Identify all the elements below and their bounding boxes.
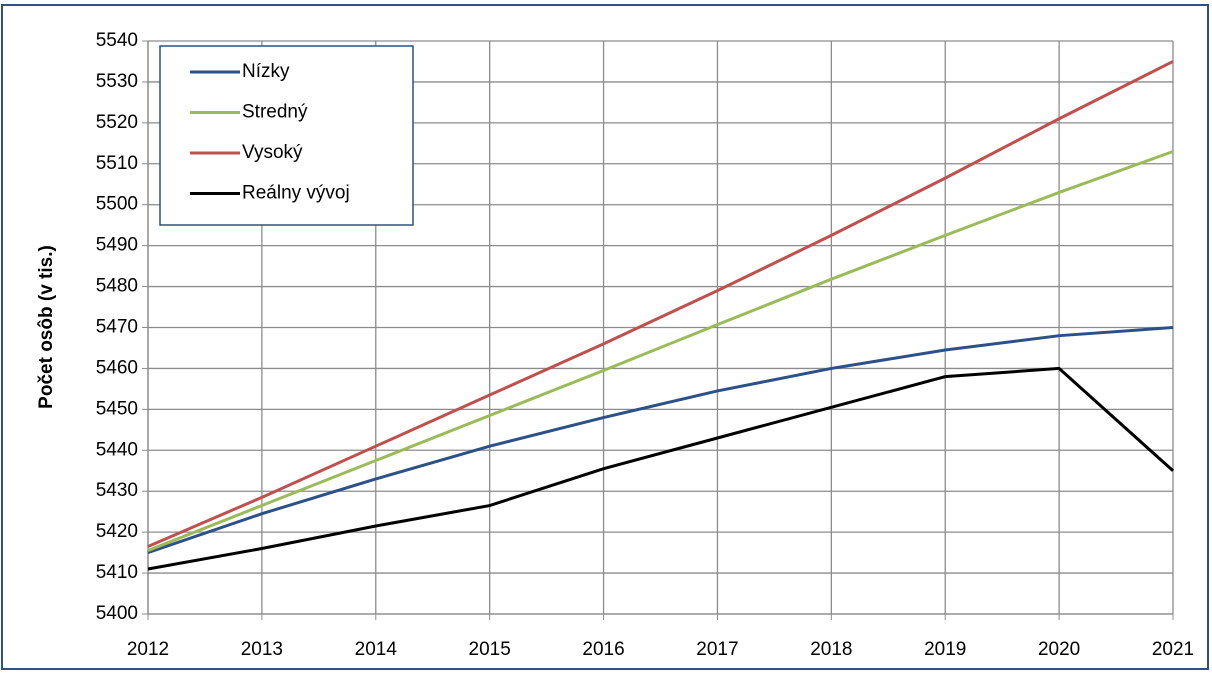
y-tick-label: 5450 bbox=[96, 398, 138, 419]
series-line bbox=[147, 60, 1174, 548]
x-tick-label: 2020 bbox=[1038, 639, 1080, 660]
legend-label: Stredný bbox=[242, 102, 308, 123]
x-tick-label: 2017 bbox=[696, 639, 738, 660]
y-tick-label: 5520 bbox=[96, 112, 138, 133]
y-tick-label: 5480 bbox=[96, 276, 138, 297]
y-tick-label: 5490 bbox=[96, 235, 138, 256]
y-tick-label: 5430 bbox=[96, 480, 138, 501]
x-tick-label: 2019 bbox=[924, 639, 966, 660]
x-tick-label: 2012 bbox=[127, 639, 169, 660]
y-tick-label: 5400 bbox=[96, 603, 138, 624]
legend-label: Reálny vývoj bbox=[242, 183, 350, 204]
x-tick-label: 2018 bbox=[810, 639, 852, 660]
y-tick-label: 5440 bbox=[96, 439, 138, 460]
x-tick-label: 2015 bbox=[469, 639, 511, 660]
series-line bbox=[147, 366, 1175, 571]
x-tick-label: 2014 bbox=[355, 639, 398, 660]
y-tick-label: 5470 bbox=[96, 317, 138, 338]
x-tick-label: 2016 bbox=[582, 639, 624, 660]
y-axis-label: Počet osôb (v tis.) bbox=[36, 245, 57, 409]
y-tick-label: 5460 bbox=[96, 357, 138, 378]
y-tick-label: 5420 bbox=[96, 521, 138, 542]
y-tick-label: 5410 bbox=[96, 562, 138, 583]
y-tick-label: 5500 bbox=[96, 194, 138, 215]
y-tick-label: 5510 bbox=[96, 153, 138, 174]
chart-frame bbox=[1, 4, 1209, 670]
legend-label: Nízky bbox=[242, 61, 290, 82]
series-line bbox=[147, 150, 1174, 552]
y-tick-label: 5530 bbox=[96, 71, 138, 92]
y-tick-label: 5540 bbox=[96, 30, 138, 51]
legend-box bbox=[159, 45, 414, 226]
series-line bbox=[147, 326, 1174, 555]
x-tick-label: 2021 bbox=[1152, 639, 1194, 660]
x-tick-label: 2013 bbox=[241, 639, 283, 660]
legend-label: Vysoký bbox=[242, 142, 303, 163]
